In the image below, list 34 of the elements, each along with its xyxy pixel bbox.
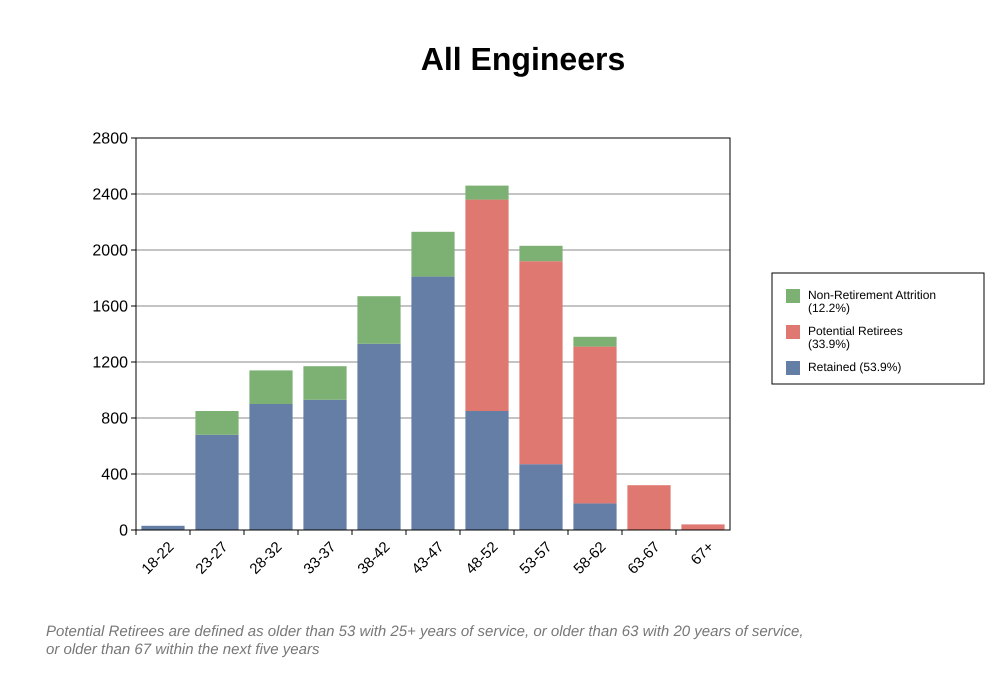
y-tick-label: 1600 [92, 298, 128, 316]
y-tick-label: 400 [101, 466, 128, 484]
bar [573, 336, 617, 347]
y-tick-label: 1200 [92, 354, 128, 372]
bar [195, 434, 239, 530]
bar [411, 276, 455, 530]
y-tick-label: 2400 [92, 186, 128, 204]
bar [627, 485, 671, 530]
legend-label: Potential Retirees (33.9%) [808, 324, 903, 351]
chart-title: All Engineers [420, 41, 626, 77]
y-tick-label: 2000 [92, 242, 128, 260]
bar [573, 503, 617, 530]
bar [519, 246, 563, 262]
y-tick-label: 0 [119, 522, 128, 540]
bar [573, 346, 617, 504]
text: Potential Retirees are defined as older than 53 with 25+ years of service, or older than 63 with 20 years of service, or older than 67 within the next five years [46, 623, 804, 658]
legend-label: Retained (53.9%) [808, 360, 902, 374]
bar [303, 366, 347, 400]
bar [411, 232, 455, 277]
bar [249, 370, 293, 404]
bar [249, 404, 293, 530]
bar [465, 200, 509, 411]
x-tick-label: 67+ [688, 538, 718, 569]
bar [357, 344, 401, 530]
y-tick-label: 2800 [92, 130, 128, 148]
y-tick-label: 800 [101, 410, 128, 428]
bar [465, 186, 509, 200]
bar [195, 411, 239, 435]
legend-label: Non-Retirement Attrition (12.2%) [808, 288, 936, 315]
bar [303, 400, 347, 530]
bar [465, 411, 509, 530]
bar [519, 464, 563, 530]
bar [519, 261, 563, 464]
bar [357, 296, 401, 344]
